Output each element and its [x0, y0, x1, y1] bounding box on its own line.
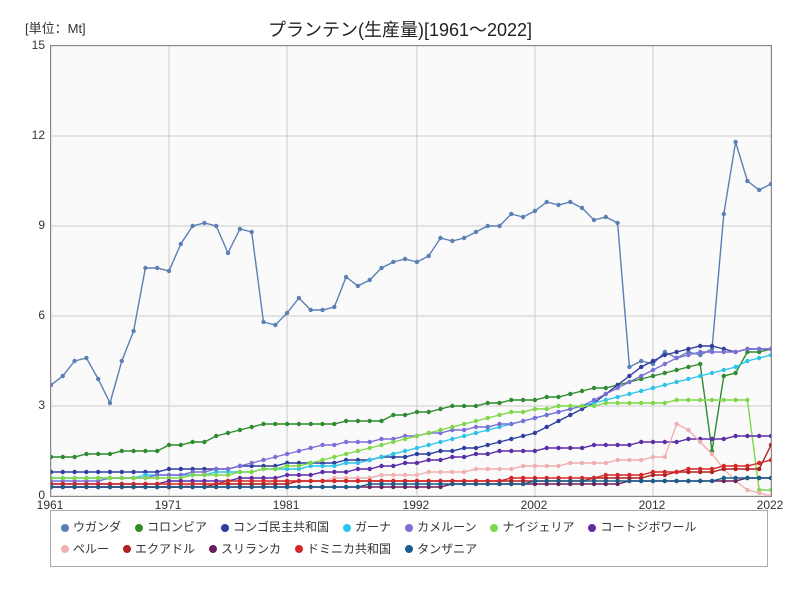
legend-item: エクアドル [123, 539, 195, 561]
legend-dot-icon [490, 524, 498, 532]
chart-container: [単位：Mt] プランテン(生産量)[1961～2022] 03691215 1… [10, 10, 790, 590]
legend-item: ドミニカ共和国 [295, 539, 391, 561]
legend-label: コロンビア [147, 520, 207, 534]
legend-label: コートジボワール [600, 520, 696, 534]
legend-dot-icon [61, 524, 69, 532]
legend-item: コンゴ民主共和国 [221, 517, 329, 539]
legend-dot-icon [135, 524, 143, 532]
legend-item: ウガンダ [61, 517, 121, 539]
plot-svg [51, 46, 771, 496]
unit-label: [単位：Mt] [25, 18, 86, 37]
legend-label: ペルー [73, 542, 109, 556]
legend-item: ナイジェリア [490, 517, 574, 539]
legend-label: エクアドル [135, 542, 195, 556]
legend-item: スリランカ [209, 539, 281, 561]
legend-dot-icon [221, 524, 229, 532]
y-tick-label: 12 [32, 128, 45, 142]
y-tick-label: 15 [32, 38, 45, 52]
legend-item: カメルーン [405, 517, 476, 539]
legend-label: ドミニカ共和国 [307, 542, 391, 556]
legend-dot-icon [295, 545, 303, 553]
legend-label: スリランカ [221, 542, 281, 556]
legend-label: ナイジェリア [502, 520, 574, 534]
legend-label: カメルーン [417, 520, 476, 534]
legend-item: タンザニア [405, 539, 477, 561]
legend: ウガンダ コロンビア コンゴ民主共和国 ガーナ カメルーン ナイジェリア コートジボワールペ… [50, 510, 768, 567]
legend-item: ペルー [61, 539, 109, 561]
legend-dot-icon [405, 524, 413, 532]
y-tick-label: 9 [38, 218, 45, 232]
legend-label: コンゴ民主共和国 [233, 520, 329, 534]
legend-dot-icon [61, 545, 69, 553]
legend-dot-icon [343, 524, 351, 532]
legend-dot-icon [123, 545, 131, 553]
legend-label: ウガンダ [73, 520, 121, 534]
legend-label: ガーナ [355, 520, 391, 534]
chart-title: プランテン(生産量)[1961～2022] [268, 16, 532, 42]
legend-dot-icon [588, 524, 596, 532]
legend-dot-icon [209, 545, 217, 553]
y-tick-label: 6 [38, 308, 45, 322]
y-tick-label: 3 [38, 398, 45, 412]
legend-dot-icon [405, 545, 413, 553]
legend-item: コートジボワール [588, 517, 696, 539]
legend-label: タンザニア [417, 542, 477, 556]
legend-item: コロンビア [135, 517, 207, 539]
plot-area [50, 45, 772, 497]
legend-item: ガーナ [343, 517, 391, 539]
